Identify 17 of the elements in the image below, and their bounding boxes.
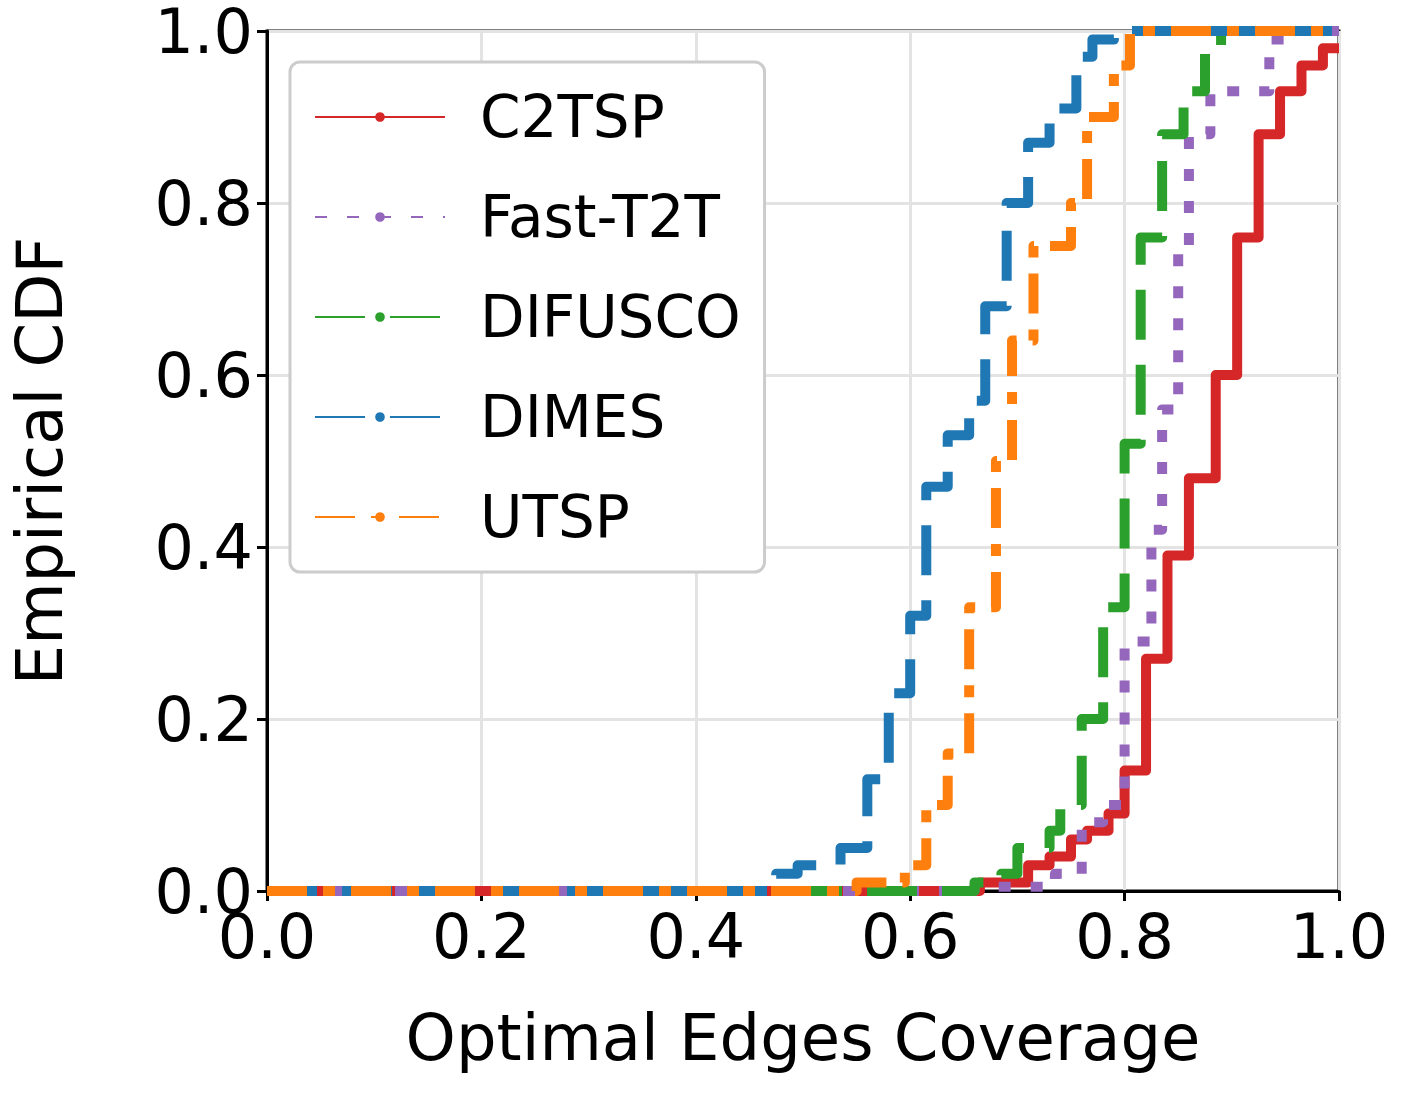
x-tick-label: 0.2 [432, 899, 531, 973]
legend-label: UTSP [480, 483, 630, 551]
x-tick-label: 1.0 [1289, 899, 1389, 973]
y-tick-label: 0.8 [154, 166, 253, 240]
legend-label: DIMES [480, 383, 666, 451]
legend-label: Fast-T2T [480, 183, 721, 251]
x-axis-title: Optimal Edges Coverage [405, 1001, 1201, 1075]
legend-label: C2TSP [480, 83, 665, 151]
x-tick-label: 0.8 [1075, 899, 1174, 973]
legend-label: DIFUSCO [480, 283, 741, 351]
y-tick-label: 0.2 [154, 682, 253, 756]
x-tick-label: 0.4 [646, 899, 746, 973]
y-tick-label: 0.6 [154, 338, 253, 412]
y-axis-title: Empirical CDF [3, 236, 77, 686]
x-tick-label: 0.6 [860, 899, 960, 973]
y-tick-label: 1.0 [154, 0, 253, 68]
y-tick-label: 0.4 [154, 510, 253, 584]
